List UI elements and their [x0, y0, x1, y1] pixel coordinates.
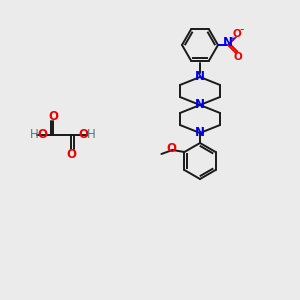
Text: H: H: [87, 128, 95, 140]
Text: +: +: [229, 36, 235, 42]
Text: N: N: [195, 98, 205, 112]
Text: O: O: [167, 142, 176, 154]
Text: O: O: [48, 110, 58, 122]
Text: N: N: [195, 127, 205, 140]
Text: H: H: [30, 128, 38, 140]
Text: -: -: [240, 23, 244, 37]
Text: N: N: [223, 37, 233, 50]
Text: O: O: [232, 29, 242, 39]
Text: O: O: [66, 148, 76, 160]
Text: O: O: [234, 52, 242, 62]
Text: O: O: [78, 128, 88, 140]
Text: O: O: [37, 128, 47, 140]
Text: N: N: [195, 70, 205, 83]
